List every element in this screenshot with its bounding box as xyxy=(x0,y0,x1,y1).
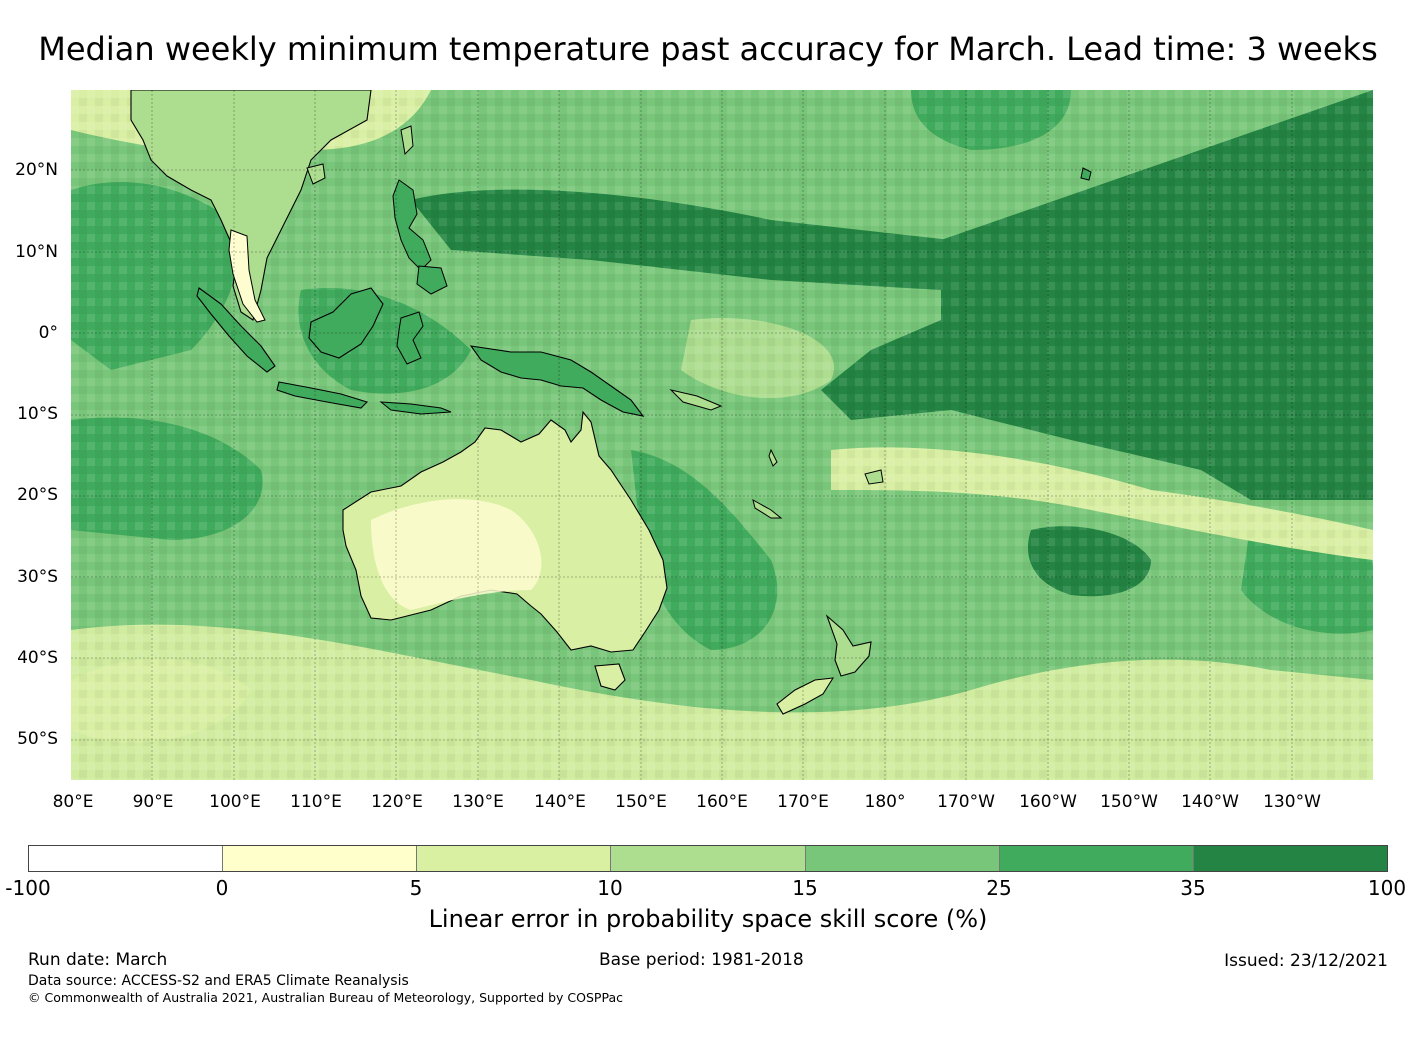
lat-label: 40°S xyxy=(17,648,58,668)
lon-label: 100°E xyxy=(209,792,261,812)
lon-label: 140°W xyxy=(1181,792,1239,812)
colorbar-segment xyxy=(29,846,224,871)
hainan xyxy=(306,163,326,185)
colorbar-segment xyxy=(1193,846,1387,871)
new-zealand-south-island xyxy=(776,677,835,715)
java xyxy=(276,381,369,409)
philippines xyxy=(392,179,432,271)
run-date: Run date: March xyxy=(28,950,168,970)
tasmania xyxy=(594,663,626,691)
taiwan xyxy=(400,125,414,156)
new-caledonia xyxy=(752,499,783,519)
colorbar-tick: 15 xyxy=(792,876,818,900)
chart-title: Median weekly minimum temperature past a… xyxy=(38,30,1378,68)
colorbar-segment xyxy=(611,846,806,871)
lon-label: 120°E xyxy=(371,792,423,812)
colorbar-tick: 10 xyxy=(597,876,623,900)
lat-label: 50°S xyxy=(17,729,58,749)
sumatra xyxy=(196,287,276,373)
colorbar-segment xyxy=(999,846,1194,871)
colorbar-tick: 0 xyxy=(215,876,229,900)
lon-label: 180° xyxy=(864,792,906,812)
borneo xyxy=(308,287,384,359)
graticule xyxy=(71,90,1373,780)
lat-label: 20°N xyxy=(15,160,58,180)
lon-label: 160°E xyxy=(696,792,748,812)
colorbar-label: Linear error in probability space skill … xyxy=(428,905,988,933)
copyright: © Commonwealth of Australia 2021, Austra… xyxy=(28,990,623,1005)
skill-score-map xyxy=(71,90,1373,780)
colorbar-tick: 100 xyxy=(1367,876,1407,900)
colorbar-tick: 35 xyxy=(1180,876,1206,900)
colorbar xyxy=(28,845,1388,872)
lat-label: 20°S xyxy=(17,485,58,505)
colorbar-tick: -100 xyxy=(5,876,51,900)
colorbar-segment xyxy=(805,846,1000,871)
issued-date: Issued: 23/12/2021 xyxy=(1224,951,1388,971)
lon-label: 90°E xyxy=(132,792,174,812)
lon-label: 130°E xyxy=(452,792,504,812)
lon-label: 160°W xyxy=(1019,792,1077,812)
lon-label: 170°W xyxy=(937,792,995,812)
malay-peninsula xyxy=(228,229,266,323)
fiji xyxy=(864,469,884,485)
lon-label: 110°E xyxy=(290,792,342,812)
lat-label: 10°N xyxy=(15,242,58,262)
data-source: Data source: ACCESS-S2 and ERA5 Climate … xyxy=(28,973,409,989)
lon-label: 140°E xyxy=(534,792,586,812)
colorbar-tick: 25 xyxy=(986,876,1012,900)
lon-label: 150°E xyxy=(615,792,667,812)
lon-label: 80°E xyxy=(52,792,94,812)
lat-label: 30°S xyxy=(17,567,58,587)
mainland-southeast-asia xyxy=(130,90,372,321)
sulawesi xyxy=(396,311,424,365)
lon-label: 130°W xyxy=(1263,792,1321,812)
hawaii xyxy=(1080,167,1092,181)
new-guinea xyxy=(469,345,645,417)
base-period: Base period: 1981-2018 xyxy=(599,950,804,970)
colorbar-tick: 5 xyxy=(409,876,423,900)
lat-label: 10°S xyxy=(17,404,58,424)
colorbar-segment xyxy=(223,846,418,871)
solomon-islands xyxy=(669,389,723,411)
australia-interior-pale xyxy=(371,499,542,610)
vanuatu xyxy=(768,448,778,467)
lon-label: 170°E xyxy=(777,792,829,812)
lat-label: 0° xyxy=(38,323,58,343)
lesser-sunda xyxy=(379,401,452,415)
mindanao xyxy=(416,265,448,295)
colorbar-segment xyxy=(417,846,612,871)
new-zealand-north-island xyxy=(825,614,872,677)
lon-label: 150°W xyxy=(1100,792,1158,812)
